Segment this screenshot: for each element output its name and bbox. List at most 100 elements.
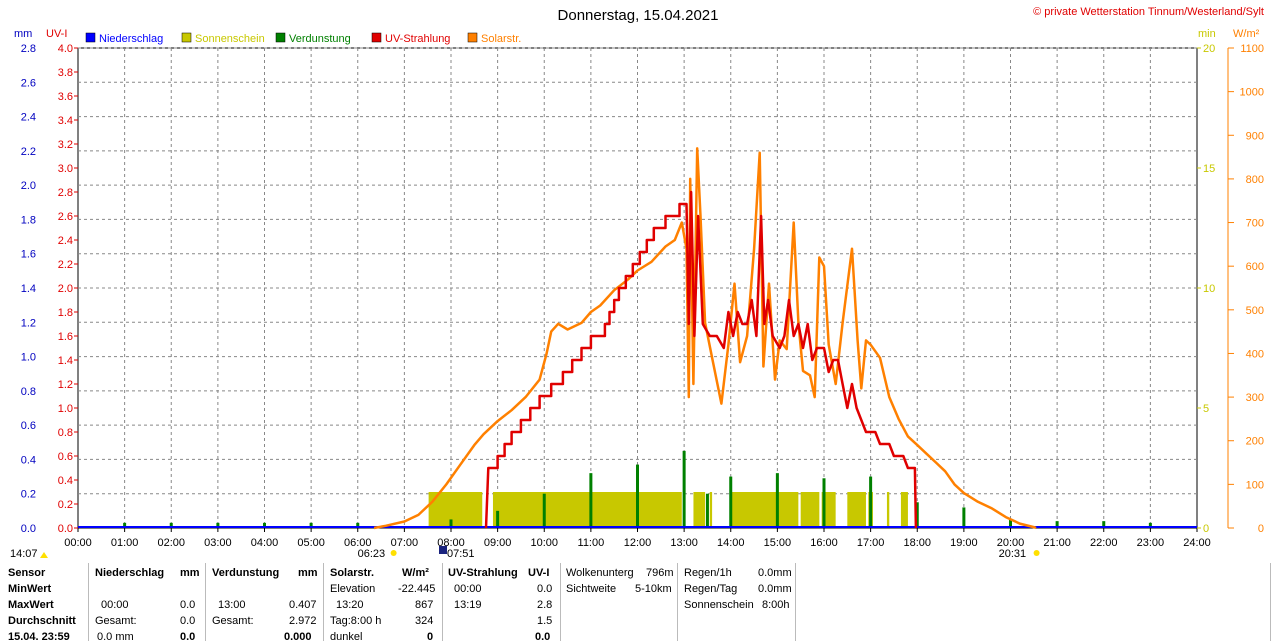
uv-unit: UV-I xyxy=(528,567,550,579)
wm2-tick-label: 500 xyxy=(1246,305,1264,317)
evap-max-val: 0.407 xyxy=(289,599,317,611)
uv-tick-label: 2.6 xyxy=(58,211,73,223)
sunshine-bar xyxy=(492,492,682,528)
solar-elev-val: -22.445 xyxy=(398,583,436,595)
uv-max-time: 13:19 xyxy=(454,599,482,611)
x-tick-label: 17:00 xyxy=(857,537,885,549)
legend-swatch xyxy=(275,32,286,43)
legend-label: UV-Strahlung xyxy=(385,33,450,45)
rain-unit: mm xyxy=(180,567,200,579)
evaporation-spike xyxy=(705,493,709,528)
visibility-val: 5-10km xyxy=(635,583,672,595)
unit-mm: mm xyxy=(14,28,32,40)
evap-max-time: 13:00 xyxy=(218,599,246,611)
solar-unit: W/m² xyxy=(402,567,429,579)
x-tick-label: 21:00 xyxy=(1043,537,1071,549)
evaporation-spike xyxy=(915,502,919,528)
uv-tick-label: 1.0 xyxy=(58,403,73,415)
rain-last-bold: 0.0 xyxy=(180,631,196,643)
mm-tick-label: 0.6 xyxy=(21,420,36,432)
legend-swatch xyxy=(181,32,192,43)
x-tick-label: 12:00 xyxy=(624,537,652,549)
uv-tick-label: 3.2 xyxy=(58,139,73,151)
stats-divider xyxy=(323,563,324,641)
evaporation-spike xyxy=(169,522,173,528)
sunshine-bar xyxy=(886,492,890,528)
stats-divider xyxy=(560,563,561,641)
solar-header: Solarstr. xyxy=(330,567,375,579)
uv-tick-label: 1.2 xyxy=(58,379,73,391)
x-tick-label: 11:00 xyxy=(578,537,605,549)
copyright-link[interactable]: © private Wetterstation Tinnum/Westerlan… xyxy=(1033,6,1264,18)
x-tick-label: 20:00 xyxy=(997,537,1025,549)
mm-tick-label: 0.4 xyxy=(21,454,36,466)
sunrise-label: 06:23 xyxy=(358,548,386,560)
x-tick-label: 07:00 xyxy=(391,537,419,549)
uv-tick-label: 3.4 xyxy=(58,115,73,127)
sunshine-bar xyxy=(693,492,706,528)
uv-min-val: 0.0 xyxy=(537,583,553,595)
evaporation-spike xyxy=(263,522,266,528)
evaporation-spike xyxy=(1055,521,1059,528)
uv-tick-label: 0.6 xyxy=(58,451,73,463)
uv-tick-label: 3.6 xyxy=(58,91,73,103)
evap-last-bold: 0.000 xyxy=(284,631,312,643)
x-tick-label: 02:00 xyxy=(157,537,185,549)
evaporation-spike xyxy=(589,473,593,528)
uv-avg-val: 1.5 xyxy=(537,615,553,627)
stats-panel: Sensor MinWert MaxWert Durchschnitt 15.0… xyxy=(0,563,1280,643)
unit-uv: UV-I xyxy=(46,28,67,40)
daylength-right-label: 07:51 xyxy=(447,548,475,560)
evaporation-spikes xyxy=(78,450,1197,528)
mm-tick-label: 2.0 xyxy=(21,180,36,192)
solar-tag-val: 324 xyxy=(415,615,434,627)
uv-tick-label: 2.8 xyxy=(58,187,73,199)
evap-gesamt-val: 2.972 xyxy=(289,615,317,627)
series-line-solar xyxy=(373,147,1037,530)
visibility-label: Sichtweite xyxy=(566,583,617,595)
x-tick-label: 23:00 xyxy=(1137,537,1165,549)
uv-last-val: 0.0 xyxy=(535,631,551,643)
evap-header: Verdunstung xyxy=(212,567,280,579)
stats-row-max: MaxWert xyxy=(8,599,54,611)
rain-max-time: 00:00 xyxy=(101,599,129,611)
chart-title: Donnerstag, 15.04.2021 xyxy=(558,7,719,24)
uv-tick-label: 0.8 xyxy=(58,427,73,439)
x-tick-label: 18:00 xyxy=(903,537,931,549)
min-tick-label: 5 xyxy=(1203,403,1209,415)
evaporation-spike xyxy=(449,519,453,528)
mm-tick-label: 0.2 xyxy=(21,489,36,501)
min-tick-label: 20 xyxy=(1203,43,1215,55)
uv-tick-label: 4.0 xyxy=(58,43,73,55)
x-tick-label: 15:00 xyxy=(764,537,792,549)
stats-row-last: 15.04. 23:59 xyxy=(8,631,70,643)
mm-tick-label: 1.4 xyxy=(21,283,36,295)
daylength-left-icon xyxy=(40,552,48,558)
solar-max-time: 13:20 xyxy=(336,599,364,611)
rain-gesamt-val: 0.0 xyxy=(180,615,196,627)
x-tick-label: 04:00 xyxy=(251,537,279,549)
stats-divider xyxy=(1270,563,1271,641)
mm-tick-label: 1.6 xyxy=(21,249,36,261)
evaporation-spike xyxy=(729,476,733,528)
solar-elev-label: Elevation xyxy=(330,583,376,595)
solar-tag-label: Tag:8:00 h xyxy=(330,615,382,627)
legend-label: Verdunstung xyxy=(289,33,351,45)
rainday-val: 0.0mm xyxy=(758,583,792,595)
wm2-tick-label: 1100 xyxy=(1240,43,1264,55)
x-tick-label: 05:00 xyxy=(297,537,325,549)
series-line-uv xyxy=(484,190,918,529)
mm-tick-label: 0.8 xyxy=(21,386,36,398)
daylength-left-label: 14:07 xyxy=(10,548,38,560)
wm2-tick-label: 200 xyxy=(1246,436,1264,448)
stats-row-avg: Durchschnitt xyxy=(8,615,76,627)
axes: 00:00 01:00 02:00 03:00 04:00 05:00 06:00 07:00… xyxy=(10,43,1264,560)
evaporation-spike xyxy=(542,493,546,528)
mm-tick-label: 2.6 xyxy=(21,77,36,89)
uv-tick-label: 3.0 xyxy=(58,163,73,175)
evaporation-spike xyxy=(1009,519,1012,528)
solar-max-val: 867 xyxy=(415,599,434,611)
grid xyxy=(77,47,1198,529)
rain-last-val: 0.0 mm xyxy=(97,631,134,643)
evaporation-spike xyxy=(822,478,826,528)
